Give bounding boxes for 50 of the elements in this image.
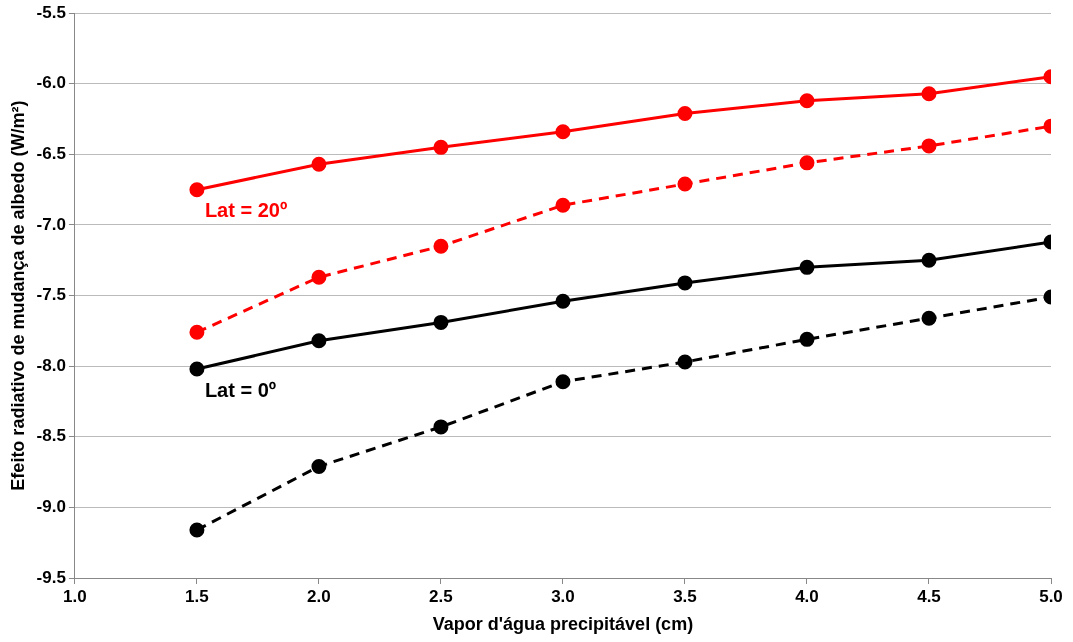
point: [433, 238, 449, 254]
y-tick-label: -6.0: [36, 73, 66, 93]
y-tick-label: -7.0: [36, 214, 66, 234]
y-tick-label: -7.5: [36, 285, 66, 305]
point: [189, 361, 205, 377]
point: [677, 354, 693, 370]
point: [921, 310, 937, 326]
x-tick-label: 5.0: [1039, 586, 1063, 606]
point: [311, 458, 327, 474]
series-label: Lat = 0º: [204, 378, 277, 401]
series-label: Lat = 20º: [204, 199, 288, 222]
point: [799, 93, 815, 109]
x-tick-label: 2.0: [307, 586, 331, 606]
x-tick-label: 3.5: [673, 586, 697, 606]
y-tick-label: -8.0: [36, 355, 66, 375]
y-tick-label: -9.5: [36, 567, 66, 587]
point: [433, 419, 449, 435]
point: [189, 324, 205, 340]
point: [921, 252, 937, 268]
x-axis-title: Vapor d'água precipitável (cm): [432, 614, 694, 635]
y-tick-label: -5.5: [36, 2, 66, 22]
point: [555, 124, 571, 140]
point: [189, 522, 205, 538]
point: [433, 139, 449, 155]
point: [311, 269, 327, 285]
point: [799, 155, 815, 171]
x-tick-label: 1.5: [185, 586, 209, 606]
y-axis-title: Efeito radiativo de mudança de albedo (W/m²): [7, 100, 28, 491]
point: [555, 374, 571, 390]
point: [921, 138, 937, 154]
point: [799, 331, 815, 347]
point: [433, 314, 449, 330]
point: [311, 156, 327, 172]
point: [799, 259, 815, 275]
y-tick-label: -6.5: [36, 144, 66, 164]
point: [921, 86, 937, 102]
point: [677, 275, 693, 291]
point: [555, 197, 571, 213]
y-tick-label: -9.0: [36, 497, 66, 517]
x-tick-label: 2.5: [429, 586, 453, 606]
point: [677, 176, 693, 192]
point: [677, 105, 693, 121]
x-tick-label: 4.0: [795, 586, 819, 606]
point: [555, 293, 571, 309]
x-tick-label: 1.0: [63, 586, 87, 606]
x-tick-label: 4.5: [917, 586, 941, 606]
point: [311, 333, 327, 349]
point: [189, 182, 205, 198]
y-tick-label: -8.5: [36, 426, 66, 446]
x-tick-label: 3.0: [551, 586, 575, 606]
